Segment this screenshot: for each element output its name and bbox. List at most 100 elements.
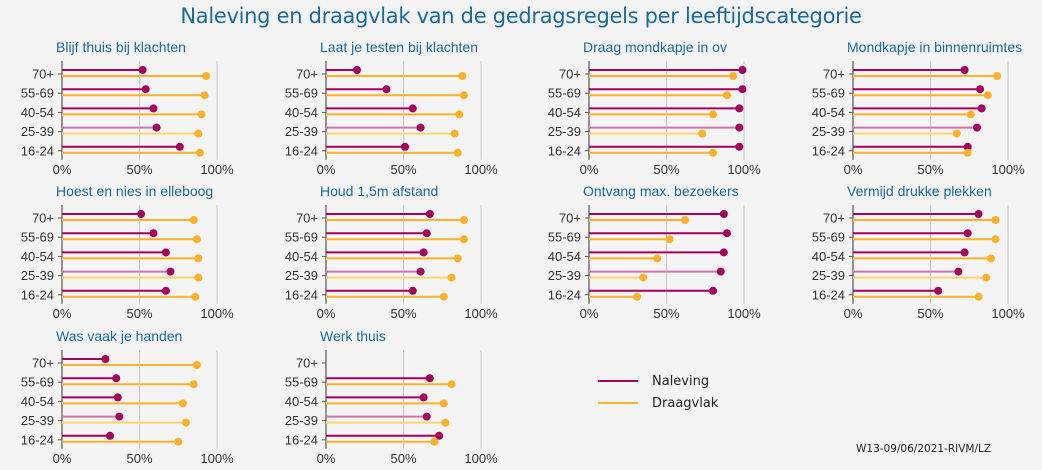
x-tick-label: 100% — [727, 306, 761, 321]
draagvlak-point — [991, 235, 1000, 244]
draagvlak-point — [430, 437, 439, 446]
x-tick-label: 50% — [126, 162, 152, 177]
category-label: 70+ — [296, 356, 318, 371]
draagvlak-point — [983, 91, 992, 100]
naleving-point — [722, 229, 731, 238]
naleving-point — [934, 286, 943, 295]
legend-label-draagvlak: Draagvlak — [652, 395, 719, 411]
category-label: 70+ — [559, 67, 581, 82]
naleving-point — [152, 123, 161, 132]
x-tick-label: 50% — [390, 306, 416, 321]
x-tick-label: 0% — [580, 306, 599, 321]
category-label: 70+ — [823, 67, 845, 82]
draagvlak-point — [192, 235, 201, 244]
x-tick-label: 100% — [464, 451, 498, 466]
naleving-point — [149, 104, 158, 113]
naleving-point — [738, 66, 747, 74]
draagvlak-point — [192, 361, 201, 369]
panel-title-draag-mondkapje-in-ov: Draag mondkapje in ov — [583, 39, 727, 55]
panel-title-hoest-en-nies-in-elleboog: Hoest en nies in elleboog — [56, 183, 213, 199]
category-label: 40-54 — [548, 249, 581, 264]
category-label: 40-54 — [285, 394, 318, 409]
category-label: 16-24 — [285, 432, 318, 447]
draagvlak-point — [458, 72, 467, 80]
category-label: 55-69 — [812, 86, 845, 101]
panel-title-laat-je-testen-bij-klachten: Laat je testen bij klachten — [320, 39, 478, 55]
draagvlak-point — [182, 418, 190, 427]
legend-item-draagvlak: Draagvlak — [598, 392, 718, 414]
category-label: 70+ — [32, 356, 54, 371]
category-label: 55-69 — [285, 86, 318, 101]
naleving-point — [101, 355, 110, 363]
naleving-point — [141, 85, 150, 94]
category-label: 40-54 — [285, 249, 318, 264]
panel-title-was-vaak-je-handen: Was vaak je handen — [56, 328, 182, 344]
naleving-point — [113, 393, 122, 402]
naleving-point — [963, 142, 972, 151]
category-label: 25-39 — [21, 413, 54, 428]
category-label: 55-69 — [812, 230, 845, 245]
x-tick-label: 50% — [917, 306, 943, 321]
category-label: 70+ — [559, 211, 581, 226]
naleving-point — [738, 85, 747, 94]
draagvlak-point — [982, 273, 991, 282]
naleving-point — [719, 248, 728, 257]
draagvlak-point — [453, 148, 462, 157]
naleving-point — [137, 210, 146, 218]
x-tick-label: 0% — [317, 451, 336, 466]
naleving-point — [161, 286, 170, 295]
draagvlak-point — [665, 235, 674, 244]
category-label: 25-39 — [812, 268, 845, 283]
category-label: 70+ — [296, 67, 318, 82]
draagvlak-point — [986, 254, 995, 263]
x-tick-label: 100% — [200, 451, 234, 466]
x-tick-label: 0% — [53, 451, 72, 466]
naleving-point — [175, 142, 184, 151]
naleving-point — [115, 412, 124, 421]
naleving-point — [422, 412, 431, 421]
category-label: 40-54 — [548, 105, 581, 120]
draagvlak-point — [974, 292, 983, 301]
draagvlak-point — [963, 148, 972, 157]
naleving-point — [149, 229, 158, 238]
naleving-point — [973, 123, 981, 132]
x-tick-label: 50% — [653, 306, 679, 321]
draagvlak-point — [459, 91, 468, 100]
category-label: 40-54 — [21, 249, 54, 264]
naleving-point — [716, 267, 725, 276]
chart-title: Naleving en draagvlak van de gedragsrege… — [180, 4, 862, 28]
category-label: 16-24 — [548, 287, 581, 302]
draagvlak-point — [189, 380, 198, 389]
naleving-point — [419, 248, 428, 257]
x-tick-label: 100% — [464, 306, 498, 321]
draagvlak-point — [453, 254, 462, 263]
category-label: 16-24 — [812, 143, 845, 158]
category-label: 55-69 — [21, 86, 54, 101]
naleving-point — [138, 66, 147, 74]
draagvlak-point — [653, 254, 662, 263]
draagvlak-point — [200, 91, 209, 100]
x-tick-label: 50% — [126, 451, 152, 466]
draagvlak-point — [952, 129, 961, 138]
draagvlak-point — [459, 235, 468, 244]
draagvlak-point — [197, 110, 206, 119]
draagvlak-point — [447, 380, 456, 389]
naleving-point — [960, 248, 969, 257]
x-tick-label: 100% — [200, 306, 234, 321]
draagvlak-point — [439, 292, 448, 301]
naleving-point — [161, 248, 170, 257]
naleving-point — [353, 66, 361, 74]
category-label: 25-39 — [285, 413, 318, 428]
category-label: 16-24 — [21, 287, 54, 302]
category-label: 16-24 — [285, 143, 318, 158]
naleving-point — [106, 431, 115, 440]
category-label: 25-39 — [21, 268, 54, 283]
naleving-point — [408, 104, 417, 113]
panel-title-ontvang-max-bezoekers: Ontvang max. bezoekers — [583, 183, 739, 199]
naleving-point — [416, 267, 425, 276]
draagvlak-point — [202, 72, 211, 80]
draagvlak-point — [191, 292, 200, 301]
category-label: 16-24 — [548, 143, 581, 158]
draagvlak-point — [439, 399, 448, 408]
